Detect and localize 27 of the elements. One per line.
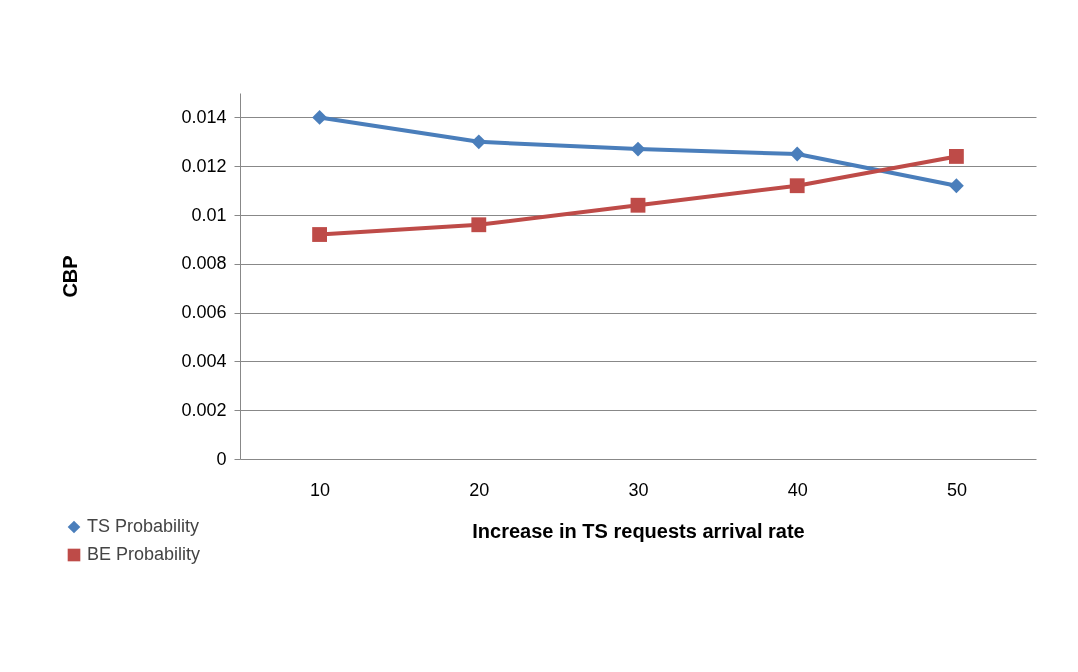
x-tick-label: 10 [310, 479, 331, 500]
y-tick-label: 0.012 [181, 155, 227, 176]
y-tick-label: 0.014 [181, 106, 227, 127]
point [312, 109, 328, 125]
legend-label: TS Probability [87, 516, 200, 536]
x-tick-label: 20 [469, 479, 490, 500]
y-axis-title: CBP [59, 255, 82, 298]
point [789, 146, 805, 162]
point [789, 178, 805, 194]
point [948, 178, 964, 194]
point [312, 227, 328, 242]
y-tick-label: 0.004 [181, 350, 227, 371]
point [630, 141, 646, 157]
legend-label: BE Probability [87, 544, 201, 564]
point [948, 149, 964, 164]
y-tick-label: 0.002 [181, 399, 227, 420]
y-tick-label: 0.01 [191, 204, 227, 225]
point [471, 217, 487, 233]
x-axis-title: Increase in TS requests arrival rate [472, 519, 805, 542]
y-tick-label: 0 [216, 448, 227, 469]
x-tick-label: 50 [946, 479, 967, 500]
point [471, 134, 487, 150]
y-tick-label: 0.006 [181, 302, 227, 323]
x-tick-label: 40 [787, 479, 808, 500]
x-tick-label: 30 [628, 479, 649, 500]
y-tick-label: 0.008 [181, 253, 227, 274]
point [630, 197, 646, 213]
